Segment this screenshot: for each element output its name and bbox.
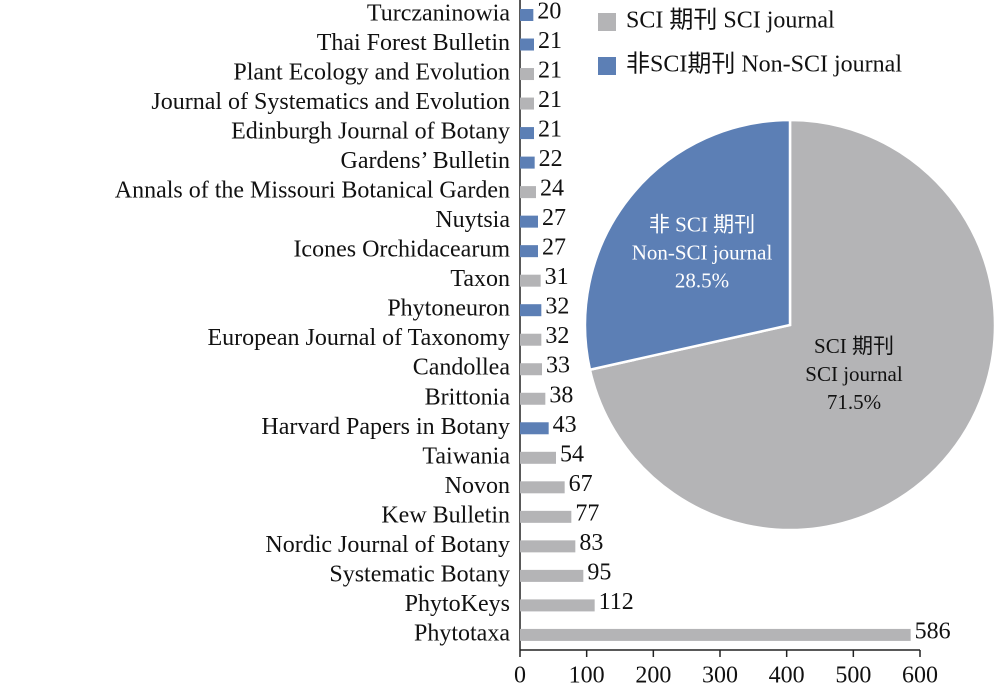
bar [520, 304, 542, 317]
data-label: 27 [542, 235, 566, 261]
bar [520, 422, 549, 435]
y-tick-label: Nuytsia [435, 207, 510, 233]
x-tick-label: 500 [835, 663, 871, 689]
x-tick-label: 0 [514, 663, 526, 689]
data-label: 21 [538, 87, 562, 113]
bar [520, 481, 565, 494]
y-tick-label: Phytoneuron [387, 296, 510, 322]
legend-label: SCI 期刊 SCI journal [626, 7, 835, 34]
data-label: 22 [539, 146, 563, 172]
x-tick-label: 600 [902, 663, 938, 689]
bar [520, 451, 556, 464]
pie-label: SCI journal [805, 362, 903, 386]
data-label: 21 [538, 28, 562, 54]
data-label: 38 [549, 382, 573, 408]
y-tick-label: Candollea [413, 355, 511, 381]
data-label: 112 [599, 589, 634, 615]
data-label: 21 [538, 117, 562, 143]
y-tick-label: PhytoKeys [405, 591, 510, 617]
data-label: 77 [575, 500, 599, 526]
x-tick-label: 300 [702, 663, 738, 689]
data-label: 21 [538, 58, 562, 84]
data-label: 95 [587, 559, 611, 585]
legend-swatch [598, 57, 616, 75]
data-label: 43 [553, 412, 577, 438]
y-tick-label: Edinburgh Journal of Botany [231, 119, 510, 145]
bar [520, 392, 546, 405]
y-tick-label: Plant Ecology and Evolution [233, 60, 510, 86]
pie-label: 28.5% [675, 268, 729, 292]
bar [520, 68, 534, 81]
bar [520, 97, 534, 110]
data-label: 33 [546, 353, 570, 379]
y-tick-label: Icones Orchidacearum [293, 237, 510, 263]
bar [520, 156, 535, 169]
bar [520, 363, 542, 376]
x-tick-label: 400 [769, 663, 805, 689]
y-tick-label: Journal of Systematics and Evolution [151, 89, 510, 115]
pie-label: 非 SCI 期刊 [649, 212, 755, 236]
y-tick-label: European Journal of Taxonomy [208, 325, 510, 351]
x-tick-label: 200 [635, 663, 671, 689]
y-tick-label: Harvard Papers in Botany [261, 414, 510, 440]
data-label: 67 [569, 471, 593, 497]
pie-label: 71.5% [827, 390, 881, 414]
bar [520, 599, 595, 612]
bar [520, 628, 911, 641]
pie-slice [588, 118, 997, 532]
y-tick-label: Nordic Journal of Botany [265, 532, 510, 558]
y-tick-label: Taxon [450, 266, 510, 292]
y-tick-label: Thai Forest Bulletin [317, 30, 510, 56]
data-label: 586 [915, 618, 951, 644]
data-label: 83 [579, 530, 603, 556]
pie-slice [583, 118, 792, 372]
pie-label: Non-SCI journal [632, 240, 773, 264]
y-tick-label: Taiwania [422, 443, 510, 469]
y-tick-label: Systematic Botany [329, 561, 510, 587]
legend-swatch [598, 13, 616, 31]
bar [520, 510, 572, 523]
y-tick-label: Turczaninowia [367, 1, 510, 27]
data-label: 20 [537, 0, 561, 25]
data-label: 31 [545, 264, 569, 290]
x-tick-label: 100 [569, 663, 605, 689]
data-label: 27 [542, 205, 566, 231]
y-tick-label: Novon [445, 473, 510, 499]
bar [520, 569, 584, 582]
bar [520, 38, 534, 51]
bar [520, 245, 538, 258]
y-tick-label: Annals of the Missouri Botanical Garden [115, 178, 510, 204]
data-label: 24 [540, 176, 564, 202]
bar [520, 333, 542, 346]
bar [520, 127, 534, 140]
bar [520, 540, 576, 553]
data-label: 32 [545, 294, 569, 320]
y-tick-label: Brittonia [425, 384, 511, 410]
data-label: 54 [560, 441, 584, 467]
bar [520, 186, 536, 199]
bar [520, 215, 538, 228]
y-tick-label: Gardens’ Bulletin [340, 148, 510, 174]
pie-label: SCI 期刊 [814, 334, 894, 358]
y-tick-label: Kew Bulletin [381, 502, 510, 528]
y-tick-label: Phytotaxa [414, 620, 510, 646]
legend-label: 非SCI期刊 Non-SCI journal [626, 51, 902, 78]
data-label: 32 [545, 323, 569, 349]
bar [520, 274, 541, 287]
bar [520, 9, 534, 21]
